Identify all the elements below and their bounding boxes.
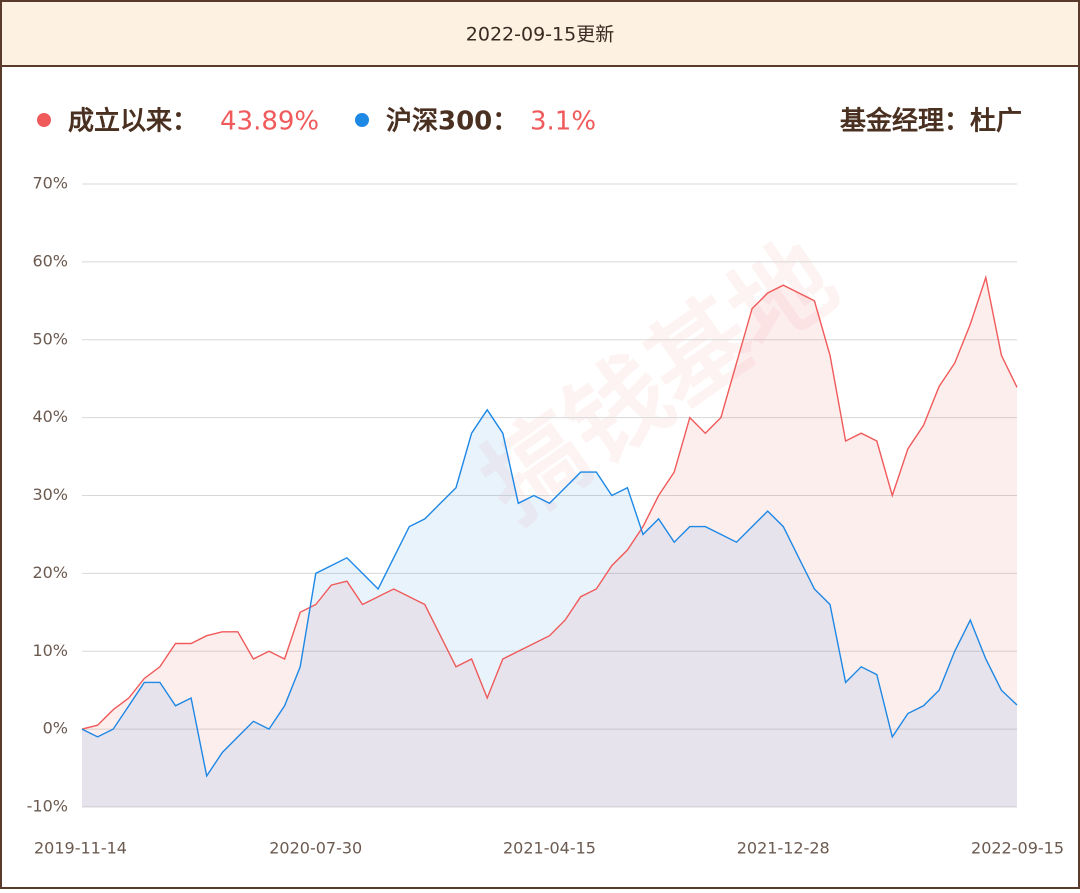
y-tick-label: 40% (32, 407, 68, 426)
y-tick-label: 30% (32, 485, 68, 504)
legend-marker (37, 113, 51, 127)
legend-value: 3.1% (530, 107, 596, 137)
y-tick-label: 0% (43, 719, 68, 738)
manager: 基金经理：杜广 (840, 106, 1022, 137)
legend-label: 成立以来： (68, 106, 198, 137)
x-tick-label: 2020-07-30 (269, 839, 362, 858)
line (81, 274, 1018, 730)
y-tick-label: 10% (32, 641, 68, 660)
y-tick-label: 70% (32, 174, 68, 193)
x-tick-label: 2019-11-14 (34, 839, 127, 858)
legend-label: 沪深300： (386, 107, 518, 137)
header-band (0, 0, 1080, 67)
area (82, 277, 1017, 807)
area (82, 409, 1017, 807)
x-tick-label: 2021-12-28 (737, 839, 830, 858)
legend-marker (355, 113, 369, 127)
legend-value: 43.89% (220, 107, 319, 137)
y-tick-label: 20% (32, 563, 68, 582)
x-tick-label: 2022-09-15 (971, 839, 1064, 858)
line (81, 408, 1018, 778)
x-tick-label: 2021-04-15 (503, 839, 596, 858)
y-tick-label: 60% (32, 251, 68, 270)
y-tick-label: 50% (32, 329, 68, 348)
y-tick-label: -10% (27, 797, 68, 816)
header-title: 2022-09-15更新 (466, 24, 614, 46)
